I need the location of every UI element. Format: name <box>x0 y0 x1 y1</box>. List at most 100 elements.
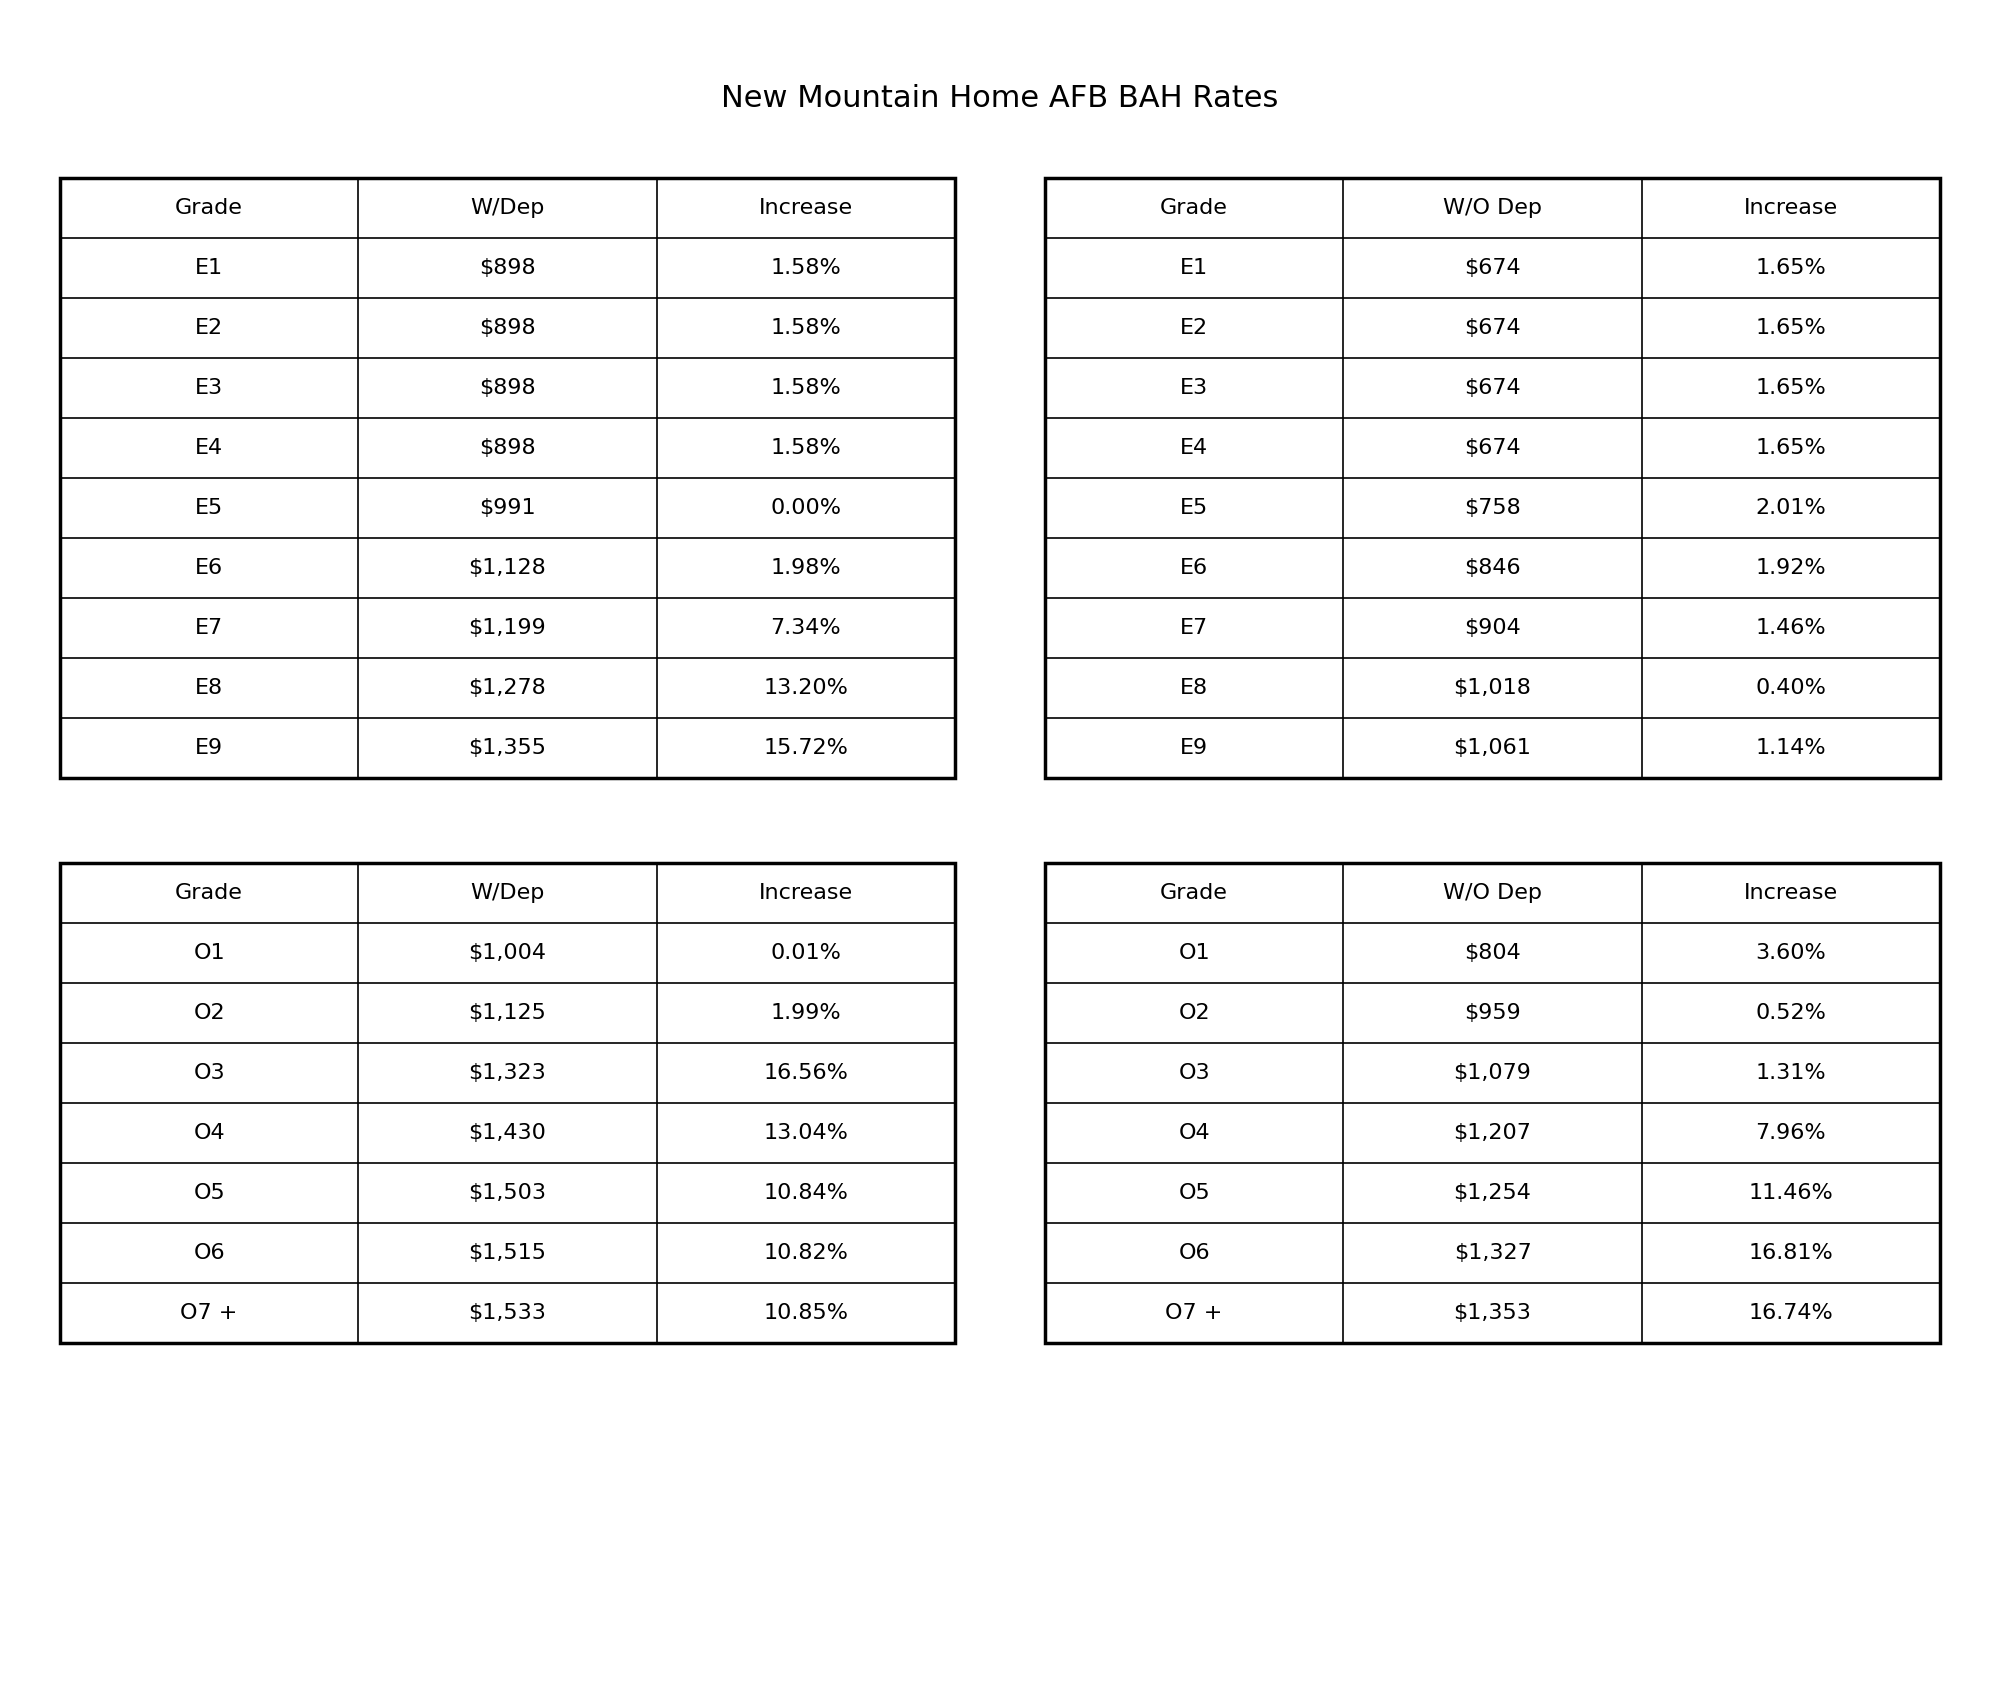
Text: 7.96%: 7.96% <box>1756 1122 1826 1143</box>
Text: $959: $959 <box>1464 1004 1520 1022</box>
Text: O5: O5 <box>194 1184 226 1202</box>
Text: $1,004: $1,004 <box>468 942 546 963</box>
Text: Grade: Grade <box>1160 883 1228 903</box>
Text: 16.74%: 16.74% <box>1748 1302 1834 1323</box>
Text: $898: $898 <box>480 318 536 338</box>
Text: $1,323: $1,323 <box>468 1063 546 1083</box>
Text: Grade: Grade <box>176 199 244 217</box>
Text: O3: O3 <box>194 1063 224 1083</box>
Text: Grade: Grade <box>176 883 244 903</box>
Text: $674: $674 <box>1464 379 1520 397</box>
Text: $1,018: $1,018 <box>1454 678 1532 698</box>
Text: New Mountain Home AFB BAH Rates: New Mountain Home AFB BAH Rates <box>722 83 1278 112</box>
Text: E3: E3 <box>1180 379 1208 397</box>
Text: Grade: Grade <box>1160 199 1228 217</box>
Text: 1.58%: 1.58% <box>770 438 842 458</box>
Text: 7.34%: 7.34% <box>770 618 842 638</box>
Text: E2: E2 <box>1180 318 1208 338</box>
Text: Increase: Increase <box>758 199 852 217</box>
Text: $898: $898 <box>480 258 536 278</box>
Bar <box>60 863 956 1343</box>
Text: 1.92%: 1.92% <box>1756 559 1826 577</box>
Text: Increase: Increase <box>1744 199 1838 217</box>
Text: $1,128: $1,128 <box>468 559 546 577</box>
Text: 1.98%: 1.98% <box>770 559 842 577</box>
Text: E7: E7 <box>196 618 224 638</box>
Text: 15.72%: 15.72% <box>764 739 848 757</box>
Text: $1,061: $1,061 <box>1454 739 1532 757</box>
Text: $1,355: $1,355 <box>468 739 546 757</box>
Text: O6: O6 <box>194 1243 224 1263</box>
Text: 0.52%: 0.52% <box>1756 1004 1826 1022</box>
Text: $1,199: $1,199 <box>468 618 546 638</box>
Text: $674: $674 <box>1464 258 1520 278</box>
Text: E4: E4 <box>1180 438 1208 458</box>
Text: E6: E6 <box>196 559 224 577</box>
Text: 1.99%: 1.99% <box>770 1004 842 1022</box>
Text: E4: E4 <box>196 438 224 458</box>
Text: O4: O4 <box>194 1122 224 1143</box>
Text: $1,327: $1,327 <box>1454 1243 1532 1263</box>
Text: $1,254: $1,254 <box>1454 1184 1532 1202</box>
Text: E9: E9 <box>1180 739 1208 757</box>
Text: E3: E3 <box>196 379 224 397</box>
Text: $904: $904 <box>1464 618 1520 638</box>
Bar <box>1044 178 1940 778</box>
Text: 1.46%: 1.46% <box>1756 618 1826 638</box>
Text: 1.65%: 1.65% <box>1756 438 1826 458</box>
Text: E8: E8 <box>196 678 224 698</box>
Text: 0.00%: 0.00% <box>770 498 842 518</box>
Text: O2: O2 <box>194 1004 224 1022</box>
Text: $1,430: $1,430 <box>468 1122 546 1143</box>
Text: O1: O1 <box>1178 942 1210 963</box>
Text: E8: E8 <box>1180 678 1208 698</box>
Text: $674: $674 <box>1464 438 1520 458</box>
Text: 13.20%: 13.20% <box>764 678 848 698</box>
Text: 1.58%: 1.58% <box>770 318 842 338</box>
Text: O2: O2 <box>1178 1004 1210 1022</box>
Text: 1.14%: 1.14% <box>1756 739 1826 757</box>
Text: 13.04%: 13.04% <box>764 1122 848 1143</box>
Text: $1,125: $1,125 <box>468 1004 546 1022</box>
Text: 11.46%: 11.46% <box>1748 1184 1834 1202</box>
Text: 16.56%: 16.56% <box>764 1063 848 1083</box>
Text: $991: $991 <box>480 498 536 518</box>
Text: E6: E6 <box>1180 559 1208 577</box>
Text: E9: E9 <box>196 739 224 757</box>
Text: Increase: Increase <box>1744 883 1838 903</box>
Text: E5: E5 <box>196 498 224 518</box>
Text: E5: E5 <box>1180 498 1208 518</box>
Text: O7 +: O7 + <box>180 1302 238 1323</box>
Text: E1: E1 <box>1180 258 1208 278</box>
Text: $846: $846 <box>1464 559 1520 577</box>
Text: 1.65%: 1.65% <box>1756 379 1826 397</box>
Text: O5: O5 <box>1178 1184 1210 1202</box>
Text: $758: $758 <box>1464 498 1520 518</box>
Text: 1.65%: 1.65% <box>1756 258 1826 278</box>
Text: W/O Dep: W/O Dep <box>1444 199 1542 217</box>
Text: 10.82%: 10.82% <box>764 1243 848 1263</box>
Text: 10.84%: 10.84% <box>764 1184 848 1202</box>
Text: $1,533: $1,533 <box>468 1302 546 1323</box>
Text: $804: $804 <box>1464 942 1520 963</box>
Text: 1.31%: 1.31% <box>1756 1063 1826 1083</box>
Text: 16.81%: 16.81% <box>1748 1243 1834 1263</box>
Text: O6: O6 <box>1178 1243 1210 1263</box>
Text: $674: $674 <box>1464 318 1520 338</box>
Text: $1,207: $1,207 <box>1454 1122 1532 1143</box>
Text: O1: O1 <box>194 942 224 963</box>
Text: 1.65%: 1.65% <box>1756 318 1826 338</box>
Text: $898: $898 <box>480 438 536 458</box>
Text: $1,079: $1,079 <box>1454 1063 1532 1083</box>
Text: 10.85%: 10.85% <box>764 1302 848 1323</box>
Text: E7: E7 <box>1180 618 1208 638</box>
Text: W/O Dep: W/O Dep <box>1444 883 1542 903</box>
Text: 1.58%: 1.58% <box>770 258 842 278</box>
Text: O4: O4 <box>1178 1122 1210 1143</box>
Text: $1,278: $1,278 <box>468 678 546 698</box>
Text: 2.01%: 2.01% <box>1756 498 1826 518</box>
Text: W/Dep: W/Dep <box>470 199 544 217</box>
Bar <box>1044 863 1940 1343</box>
Text: 0.01%: 0.01% <box>770 942 842 963</box>
Text: 0.40%: 0.40% <box>1756 678 1826 698</box>
